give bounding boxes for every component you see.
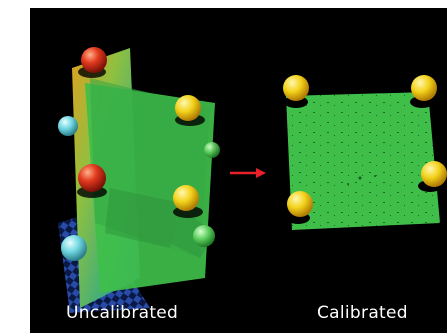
uncalibrated-scan (58, 47, 220, 313)
calibrated-scan (283, 75, 447, 230)
calibration-illustration (58, 47, 447, 313)
calibrated-caption: Calibrated (317, 303, 408, 323)
uncalibrated-caption: Uncalibrated (66, 303, 179, 323)
arrow-icon (230, 168, 266, 178)
figure-panel: Uncalibrated Calibrated (30, 8, 447, 333)
